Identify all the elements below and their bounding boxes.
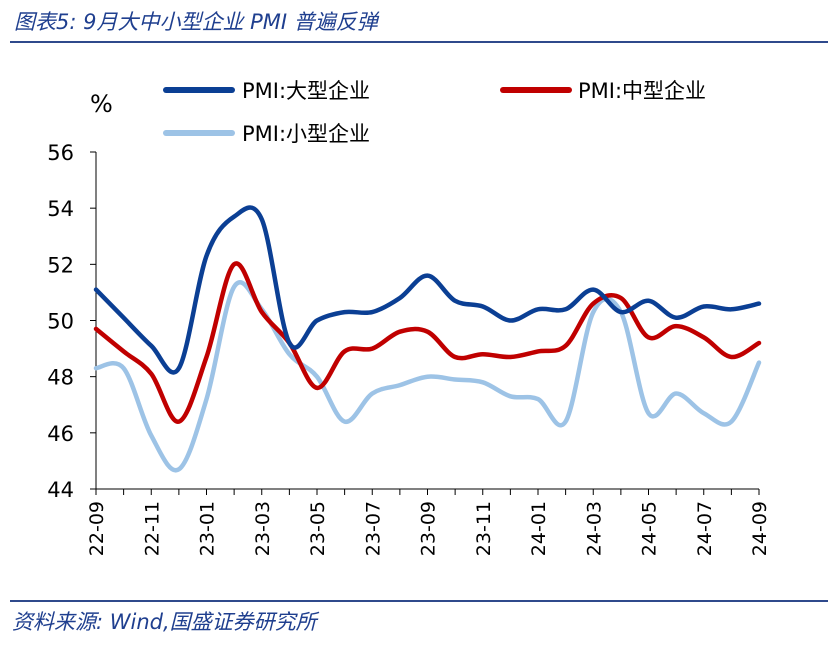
x-tick-label: 24-03 bbox=[583, 501, 605, 556]
y-unit-label: % bbox=[90, 90, 113, 118]
chart-axes: 44 46 48 50 52 54 56 22-09 22-11 23-01 23-03 23-05 2… bbox=[47, 141, 771, 556]
source-divider bbox=[10, 600, 828, 602]
figure-source: 资料来源: Wind,国盛证券研究所 bbox=[12, 610, 317, 634]
title-divider bbox=[10, 41, 828, 43]
figure-title: 图表5: 9月大中小型企业 PMI 普遍反弹 bbox=[14, 10, 378, 34]
x-tick-label: 23-11 bbox=[473, 501, 495, 556]
y-tick-label: 44 bbox=[47, 478, 74, 502]
y-tick-label: 56 bbox=[47, 141, 74, 165]
x-tick-label: 23-01 bbox=[197, 501, 219, 556]
x-tick-label: 24-01 bbox=[528, 501, 550, 556]
chart-legend: PMI:大型企业 PMI:中型企业 PMI:小型企业 bbox=[163, 79, 706, 146]
x-tick-label: 22-09 bbox=[86, 501, 108, 556]
series-line-1 bbox=[93, 205, 762, 375]
y-tick-label: 50 bbox=[47, 310, 74, 334]
x-tick-label: 23-03 bbox=[252, 501, 274, 556]
x-tick-label: 23-07 bbox=[362, 501, 384, 556]
series-line-3 bbox=[93, 280, 762, 473]
x-tick-label: 22-11 bbox=[141, 501, 163, 556]
x-tick-label: 23-09 bbox=[418, 501, 440, 556]
legend-label-3: PMI:小型企业 bbox=[242, 122, 370, 146]
x-tick-label: 24-09 bbox=[749, 501, 771, 556]
y-tick-label: 52 bbox=[47, 253, 74, 277]
y-tick-label: 48 bbox=[47, 366, 74, 390]
legend-label-1: PMI:大型企业 bbox=[242, 79, 370, 103]
series-line-2 bbox=[93, 261, 762, 424]
x-tick-label: 24-05 bbox=[639, 501, 661, 556]
y-tick-label: 54 bbox=[47, 197, 74, 221]
y-tick-label: 46 bbox=[47, 422, 74, 446]
x-tick-label: 24-07 bbox=[694, 501, 716, 556]
x-tick-label: 23-05 bbox=[307, 501, 329, 556]
legend-label-2: PMI:中型企业 bbox=[578, 79, 706, 103]
chart-series bbox=[93, 205, 762, 473]
